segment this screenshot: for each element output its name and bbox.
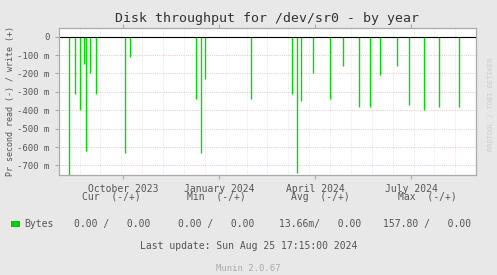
Text: 13.66m/   0.00: 13.66m/ 0.00 <box>279 219 362 229</box>
Text: Last update: Sun Aug 25 17:15:00 2024: Last update: Sun Aug 25 17:15:00 2024 <box>140 241 357 251</box>
Text: 157.80 /   0.00: 157.80 / 0.00 <box>383 219 472 229</box>
Text: RRDTOOL / TOBI OETIKER: RRDTOOL / TOBI OETIKER <box>488 58 494 151</box>
Text: Min  (-/+): Min (-/+) <box>187 192 246 202</box>
Y-axis label: Pr second read (-) / write (+): Pr second read (-) / write (+) <box>5 26 14 176</box>
Text: 0.00 /   0.00: 0.00 / 0.00 <box>74 219 150 229</box>
Text: Bytes: Bytes <box>24 219 53 229</box>
Text: Max  (-/+): Max (-/+) <box>398 192 457 202</box>
Text: Avg  (-/+): Avg (-/+) <box>291 192 350 202</box>
Text: 0.00 /   0.00: 0.00 / 0.00 <box>178 219 254 229</box>
Title: Disk throughput for /dev/sr0 - by year: Disk throughput for /dev/sr0 - by year <box>115 12 419 25</box>
Text: Munin 2.0.67: Munin 2.0.67 <box>216 264 281 273</box>
Text: Cur  (-/+): Cur (-/+) <box>83 192 141 202</box>
